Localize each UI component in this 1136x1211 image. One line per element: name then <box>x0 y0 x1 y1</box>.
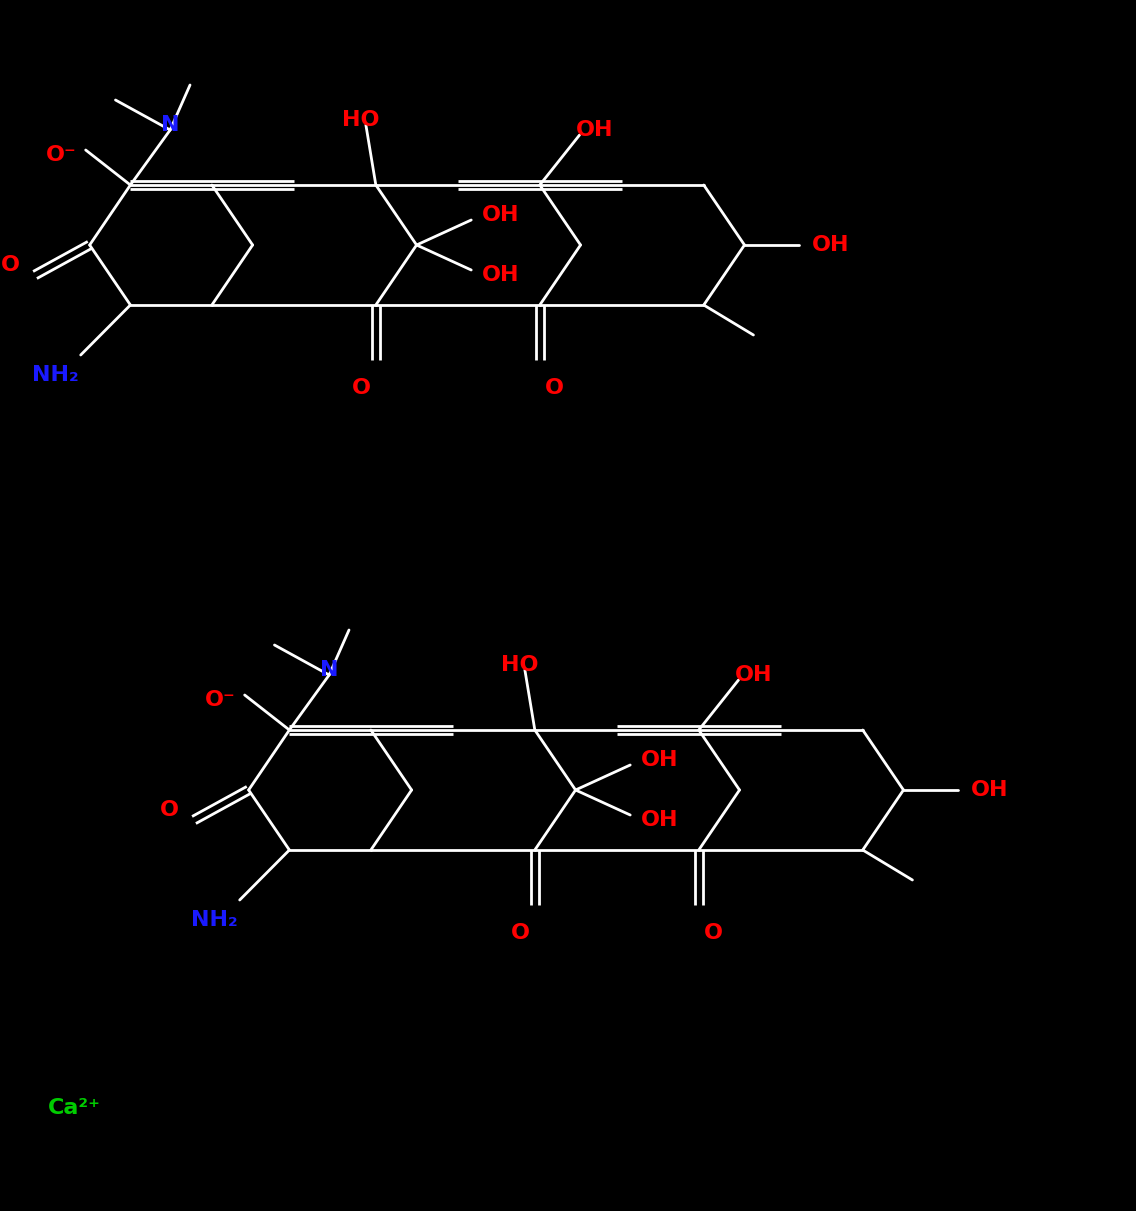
Text: OH: OH <box>971 780 1009 800</box>
Text: N: N <box>161 115 179 134</box>
Text: O⁻: O⁻ <box>204 690 235 710</box>
Text: O: O <box>160 800 178 820</box>
Text: OH: OH <box>576 120 613 140</box>
Text: HO: HO <box>342 110 379 130</box>
Text: O: O <box>351 378 370 398</box>
Text: OH: OH <box>483 205 520 225</box>
Text: O⁻: O⁻ <box>45 145 76 165</box>
Text: OH: OH <box>642 810 679 830</box>
Text: O: O <box>704 923 724 943</box>
Text: HO: HO <box>501 655 538 675</box>
Text: Ca²⁺: Ca²⁺ <box>49 1098 101 1118</box>
Text: OH: OH <box>642 750 679 770</box>
Text: OH: OH <box>735 665 772 685</box>
Text: NH₂: NH₂ <box>33 365 80 385</box>
Text: N: N <box>320 660 339 681</box>
Text: OH: OH <box>812 235 850 256</box>
Text: O: O <box>545 378 565 398</box>
Text: OH: OH <box>483 265 520 285</box>
Text: NH₂: NH₂ <box>192 909 239 930</box>
Text: O: O <box>1 256 19 275</box>
Text: O: O <box>510 923 529 943</box>
